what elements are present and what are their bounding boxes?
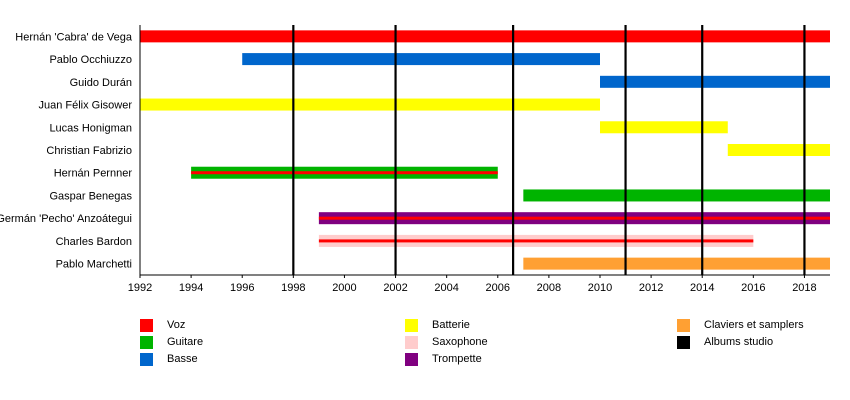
member-name-label: Pablo Occhiuzzo	[49, 54, 132, 66]
member-name-label: Juan Félix Gisower	[38, 100, 132, 112]
member-bar-secondary	[191, 171, 498, 175]
member-bar	[600, 75, 830, 88]
member-bar	[523, 257, 830, 270]
member-name-label: Hernán 'Cabra' de Vega	[15, 31, 133, 43]
member-name-label: Pablo Marchetti	[56, 259, 132, 271]
x-tick-label: 2014	[690, 282, 714, 294]
member-name-label: Charles Bardon	[56, 236, 132, 248]
x-tick-label: 2006	[486, 282, 510, 294]
x-tick-label: 2000	[332, 282, 356, 294]
member-bar	[600, 121, 728, 134]
member-name-label: Germán 'Pecho' Anzoátegui	[0, 213, 132, 225]
member-bar-secondary	[318, 239, 754, 243]
x-tick-label: 1996	[230, 282, 254, 294]
member-bar-secondary	[318, 216, 830, 220]
x-tick-label: 2012	[639, 282, 663, 294]
member-name-label: Hernán Pernner	[54, 168, 133, 180]
x-tick-label: 2002	[383, 282, 407, 294]
x-tick-label: 2008	[537, 282, 561, 294]
x-tick-label: 1998	[281, 282, 305, 294]
member-bar	[140, 30, 830, 43]
member-bar	[523, 189, 830, 202]
plot-area: Hernán 'Cabra' de Vega Pablo Occhiuzzo Gui…	[0, 25, 830, 294]
member-name-label: Guido Durán	[70, 77, 132, 89]
member-name-label: Lucas Honigman	[49, 122, 132, 134]
member-name-label: Christian Fabrizio	[46, 145, 132, 157]
x-tick-label: 2016	[741, 282, 765, 294]
member-name-label: Gaspar Benegas	[49, 190, 132, 202]
x-tick-label: 2018	[792, 282, 816, 294]
member-bar	[727, 144, 830, 156]
member-bar	[140, 98, 600, 111]
x-tick-label: 1992	[128, 282, 152, 294]
x-tick-label: 2010	[588, 282, 612, 294]
x-tick-label: 1994	[179, 282, 203, 294]
x-tick-label: 2004	[434, 282, 458, 294]
member-bar	[242, 53, 600, 66]
